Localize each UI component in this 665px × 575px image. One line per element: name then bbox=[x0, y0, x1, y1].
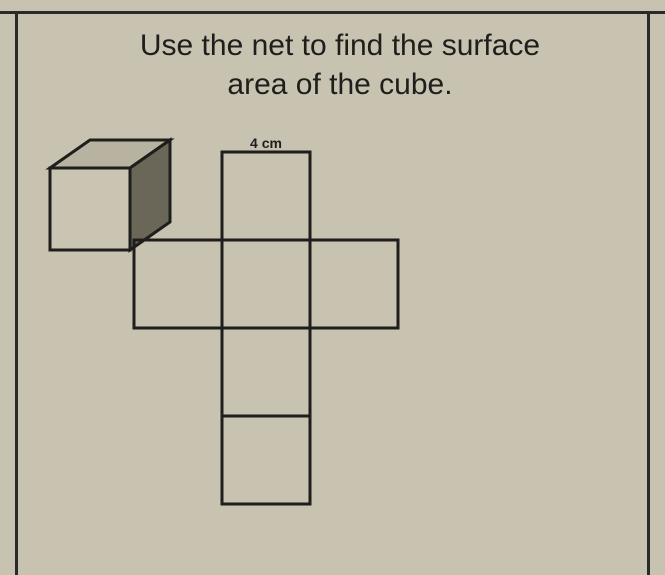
net-square bbox=[310, 240, 398, 328]
net-square bbox=[134, 240, 222, 328]
figure-area: 4 cm bbox=[30, 130, 530, 565]
table-left-border bbox=[0, 14, 18, 575]
net-square bbox=[222, 152, 310, 240]
edge-length-label: 4 cm bbox=[250, 135, 282, 151]
net-square bbox=[222, 328, 310, 416]
cube-net: 4 cm bbox=[134, 135, 398, 504]
table-right-border bbox=[647, 14, 665, 575]
figure-svg: 4 cm bbox=[30, 130, 530, 560]
cube-front-face bbox=[50, 168, 130, 250]
question-line1: Use the net to find the surface bbox=[140, 29, 540, 62]
question-line2: area of the cube. bbox=[227, 68, 452, 101]
net-square bbox=[222, 416, 310, 504]
cube-3d bbox=[50, 140, 170, 250]
question-text: Use the net to find the surface area of … bbox=[60, 26, 620, 104]
table-top-border bbox=[0, 0, 665, 14]
net-square bbox=[222, 240, 310, 328]
